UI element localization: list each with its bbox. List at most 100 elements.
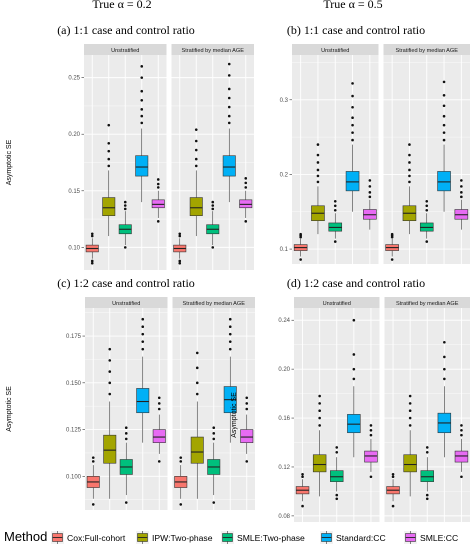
outlier-point-standard-cc xyxy=(141,332,145,336)
outlier-point-standard-cc xyxy=(140,114,144,118)
box-smle-two-phase xyxy=(420,470,434,482)
outlier-point-standard-cc xyxy=(228,317,232,321)
column-title-left: True α = 0.2 xyxy=(92,0,151,11)
outlier-point-smle-cc xyxy=(156,186,160,189)
outlier-point-smle-cc xyxy=(245,407,249,411)
outlier-point-smle-two-phase xyxy=(212,426,216,430)
outlier-point-cox-full-cohort xyxy=(90,259,94,263)
outlier-point-ipw-two-phase xyxy=(316,168,320,172)
outlier-point-smle-cc xyxy=(156,220,160,223)
legend-label-ipw-two-phase: IPW:Two-phase xyxy=(152,533,213,543)
outlier-point-ipw-two-phase xyxy=(408,402,412,405)
legend-label-smle-two-phase: SMLE:Two-phase xyxy=(237,533,305,543)
outlier-point-smle-two-phase xyxy=(212,432,216,435)
outlier-point-standard-cc xyxy=(227,87,231,91)
panel-d: Asymptotic SE 0.08 0.12 0.16 0.20 0.24 Unstrat… xyxy=(231,297,470,522)
outlier-point-smle-cc xyxy=(368,191,372,194)
outlier-point-ipw-two-phase xyxy=(318,416,321,420)
outlier-point-smle-cc xyxy=(157,396,161,400)
facet-strip xyxy=(172,297,255,308)
outlier-point-standard-cc xyxy=(442,114,446,118)
outlier-point-smle-cc xyxy=(460,433,463,437)
outlier-point-standard-cc xyxy=(141,347,145,351)
y-tick-label: 0.15 xyxy=(68,189,80,195)
facet-strip-label: Unstratified xyxy=(323,301,351,307)
box-ipw-two-phase xyxy=(312,454,327,473)
outlier-point-standard-cc xyxy=(140,108,144,111)
y-tick-label: 0.125 xyxy=(66,428,82,434)
outlier-point-ipw-two-phase xyxy=(408,409,412,413)
outlier-point-ipw-two-phase xyxy=(316,174,320,178)
outlier-point-standard-cc xyxy=(442,80,446,84)
outlier-point-smle-cc xyxy=(460,428,463,432)
outlier-point-cox-full-cohort xyxy=(90,232,94,236)
outlier-point-standard-cc xyxy=(227,105,231,109)
box-ipw-two-phase xyxy=(102,197,116,216)
outlier-point-standard-cc xyxy=(442,94,446,97)
y-tick-label: 0.2 xyxy=(280,172,289,178)
outlier-point-ipw-two-phase xyxy=(195,366,199,370)
outlier-point-standard-cc xyxy=(228,332,232,336)
outlier-point-standard-cc xyxy=(141,317,145,321)
outlier-point-cox-full-cohort xyxy=(178,232,182,236)
outlier-point-smle-two-phase xyxy=(425,493,429,497)
outlier-point-ipw-two-phase xyxy=(408,153,411,157)
outlier-point-standard-cc xyxy=(351,105,354,109)
outlier-point-smle-cc xyxy=(157,460,161,463)
outlier-point-smle-cc xyxy=(369,433,373,437)
box-ipw-two-phase xyxy=(103,434,117,464)
y-tick-label: 0.25 xyxy=(68,76,80,82)
legend-label-smle-cc: SMLE:CC xyxy=(420,533,458,543)
outlier-point-smle-two-phase xyxy=(123,204,127,207)
outlier-point-standard-cc xyxy=(141,325,145,329)
y-axis-title: Asymptotic SE xyxy=(6,386,13,432)
outlier-point-ipw-two-phase xyxy=(194,139,198,143)
facet-strip-label: Unstratified xyxy=(111,48,139,54)
panel-b-title: (b) 1:1 case and control ratio xyxy=(287,23,425,37)
outlier-point-ipw-two-phase xyxy=(408,180,411,184)
box-standard-cc xyxy=(347,414,361,434)
outlier-point-smle-two-phase xyxy=(335,450,339,454)
outlier-point-ipw-two-phase xyxy=(408,168,411,172)
outlier-point-ipw-two-phase xyxy=(194,164,198,168)
outlier-point-smle-two-phase xyxy=(123,200,127,204)
outlier-point-cox-full-cohort xyxy=(91,503,95,506)
outlier-point-smle-two-phase xyxy=(124,437,128,441)
box-smle-cc xyxy=(454,450,469,463)
outlier-point-smle-two-phase xyxy=(124,432,128,435)
facet-strip xyxy=(85,297,168,308)
outlier-point-smle-two-phase xyxy=(211,204,215,207)
outlier-point-standard-cc xyxy=(443,367,446,371)
outlier-point-standard-cc xyxy=(443,340,446,344)
outlier-point-ipw-two-phase xyxy=(408,174,411,178)
outlier-point-ipw-two-phase xyxy=(107,164,111,168)
y-tick-label: 0.08 xyxy=(278,514,290,520)
facet-strip xyxy=(84,44,167,55)
outlier-point-smle-cc xyxy=(244,220,248,223)
outlier-point-smle-cc xyxy=(156,182,160,186)
outlier-point-smle-two-phase xyxy=(425,450,429,454)
outlier-point-cox-full-cohort xyxy=(391,475,395,479)
outlier-point-cox-full-cohort xyxy=(301,504,304,508)
box-smle-cc xyxy=(151,199,165,209)
outlier-point-standard-cc xyxy=(351,116,354,119)
outlier-point-ipw-two-phase xyxy=(318,402,321,405)
outlier-point-cox-full-cohort xyxy=(178,261,182,265)
outlier-point-ipw-two-phase xyxy=(194,157,198,161)
outlier-point-smle-two-phase xyxy=(333,208,337,212)
box-standard-cc xyxy=(136,388,150,414)
facet-strip-label: Stratified by median AGE xyxy=(183,301,246,307)
outlier-point-smle-cc xyxy=(157,402,161,405)
outlier-point-standard-cc xyxy=(228,325,232,329)
box-smle-cc xyxy=(364,450,378,463)
outlier-point-smle-cc xyxy=(244,186,248,189)
facet-strip xyxy=(384,297,470,308)
outlier-point-smle-two-phase xyxy=(333,200,337,203)
outlier-point-smle-two-phase xyxy=(211,200,215,204)
box-smle-two-phase xyxy=(330,470,344,482)
outlier-point-ipw-two-phase xyxy=(316,161,320,164)
facet-strip xyxy=(294,297,380,308)
y-tick-label: 0.3 xyxy=(280,98,289,104)
outlier-point-smle-cc xyxy=(368,195,372,199)
y-tick-label: 0.175 xyxy=(66,334,82,340)
